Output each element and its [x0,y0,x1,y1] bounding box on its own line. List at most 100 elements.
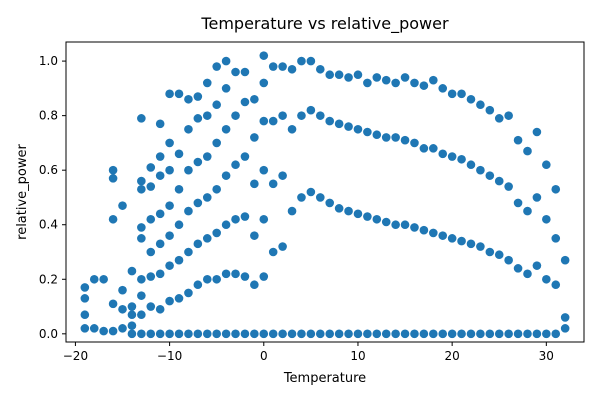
data-point [89,274,99,284]
data-point [560,324,570,333]
data-point [372,329,382,339]
data-point [429,228,438,238]
data-point [334,204,344,213]
data-point [137,274,146,284]
x-tick-label: 30 [539,349,554,363]
data-point [494,114,504,123]
data-point [184,206,193,216]
data-point [315,64,325,74]
data-point [80,283,90,292]
y-axis-label: relative_power [15,143,30,239]
data-point [137,184,146,194]
data-point [212,62,221,71]
data-point [504,182,513,191]
data-point [202,274,212,284]
data-point [118,324,127,333]
data-point [391,329,400,339]
data-point [334,70,344,80]
data-point [287,206,297,216]
data-point [202,152,212,161]
data-point [297,193,306,202]
data-point [268,62,278,71]
x-tick-label: 0 [260,349,268,363]
data-point [400,135,410,145]
data-point [165,329,174,339]
data-point [363,212,372,221]
data-point [429,75,438,85]
data-point [560,313,570,322]
data-point [184,247,193,257]
data-point [165,89,174,99]
data-point [240,152,250,161]
data-point [231,67,240,77]
data-point [551,280,561,290]
data-point [353,124,363,134]
x-tick-label: 20 [445,349,460,363]
data-point [155,329,165,339]
data-point [447,89,457,99]
data-point [306,187,316,197]
data-point [221,269,231,279]
data-point [202,234,212,243]
data-point [532,193,542,202]
y-tick-label: 0.8 [39,109,58,123]
data-point [542,274,551,284]
data-point [259,165,269,175]
y-tick-label: 0.4 [39,218,58,232]
data-point [137,234,146,243]
data-point [447,329,457,339]
data-point [193,114,203,123]
data-point [240,272,250,281]
data-point [174,329,184,339]
data-point [146,329,156,339]
data-point [438,329,448,339]
data-point [494,176,504,186]
data-point [137,310,146,320]
data-point [476,329,485,339]
data-point [146,163,156,172]
data-point [381,217,391,227]
data-point [287,329,297,339]
data-point [89,324,99,333]
data-point [325,70,335,80]
data-point [118,201,127,210]
data-point [542,214,551,224]
data-point [231,214,240,224]
data-point [372,73,382,82]
data-point [400,220,410,230]
data-point [212,228,221,238]
data-point [476,165,485,175]
data-point [127,310,137,320]
data-point [108,214,118,224]
data-point [174,149,184,159]
data-point [306,56,316,66]
x-axis-label: Temperature [283,371,366,386]
data-point [137,291,146,300]
data-point [325,329,335,339]
data-point [221,124,231,134]
data-point [193,157,203,167]
data-point [353,70,363,80]
data-point [250,280,259,290]
data-point [485,171,495,180]
data-point [438,149,448,159]
data-point [466,94,476,104]
data-point [410,329,419,339]
data-point [202,111,212,120]
data-point [438,84,448,93]
data-point [297,111,306,120]
data-point [231,269,240,279]
data-point [268,247,278,257]
data-point [334,119,344,129]
data-point [108,299,118,309]
data-point [325,116,335,126]
y-tick-label: 0.0 [39,327,58,341]
data-point [250,179,259,189]
data-point [419,144,429,153]
x-tick-label: −10 [157,349,182,363]
data-point [221,329,231,339]
data-point [80,324,90,333]
data-point [438,231,448,240]
data-point [240,212,250,221]
